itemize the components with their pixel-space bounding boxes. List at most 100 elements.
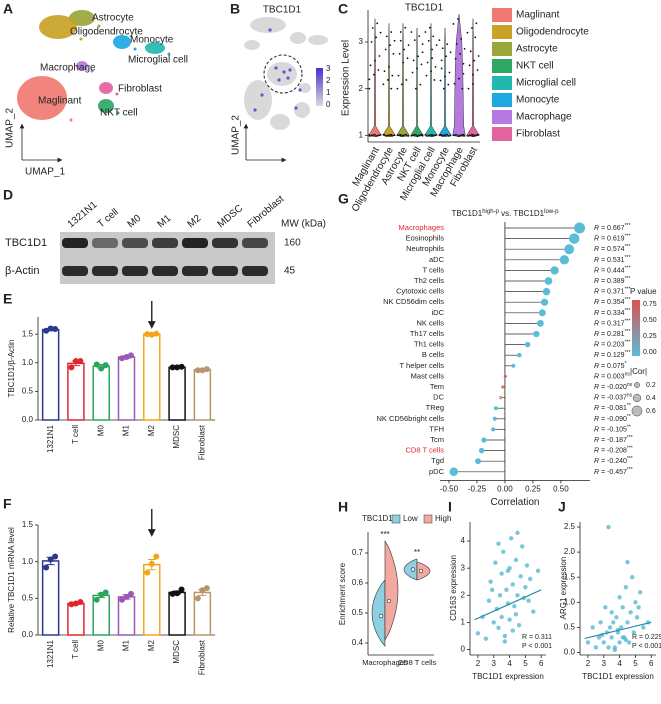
cell-dot: [374, 133, 376, 136]
legend-label: Monocyte: [516, 95, 560, 106]
cell-dot: [389, 44, 392, 47]
cell-dot: [370, 134, 373, 137]
signif: ***: [380, 530, 389, 539]
r-signif: ***: [625, 340, 631, 346]
r-value: 0.317: [607, 320, 625, 327]
y-tick-label: 0.4: [352, 638, 364, 647]
cell-dot: [463, 47, 466, 50]
point: [483, 636, 489, 641]
cell-dot: [452, 23, 455, 25]
cluster: [98, 99, 114, 113]
panel-letter: I: [448, 499, 452, 515]
mw-value: 45: [284, 266, 296, 277]
cell-dot: [448, 71, 451, 74]
r-prefix: R =: [594, 394, 607, 401]
mw-label: MW (kDa): [281, 219, 326, 230]
legend-label: Low: [403, 514, 418, 523]
cell-dot: [472, 133, 474, 136]
r-prefix: R =: [594, 331, 607, 338]
point: [178, 586, 185, 593]
point: [502, 633, 508, 639]
dot: [540, 298, 549, 306]
cluster: [145, 42, 165, 54]
point: [523, 584, 528, 590]
cell-dot: [407, 44, 410, 47]
r-label: R = 0.354***: [594, 298, 630, 307]
r-label: R = 0.203***: [594, 340, 630, 349]
cell-cloud: [290, 32, 306, 44]
category-label: NK CD56dim cells: [383, 297, 444, 306]
cell-dot: [390, 87, 393, 90]
point: [52, 553, 59, 560]
point: [169, 590, 176, 597]
point: [611, 620, 616, 625]
cell-dot: [368, 78, 371, 81]
cell-dot: [410, 31, 413, 33]
cell-dot: [407, 135, 410, 137]
dot: [491, 427, 496, 432]
r-prefix: R =: [594, 257, 607, 264]
point: [52, 326, 59, 333]
cell-dot: [427, 134, 430, 137]
y-tick-label: 2: [461, 590, 466, 599]
cell-dot: [457, 135, 459, 137]
x-tick-label: 3: [492, 659, 497, 668]
r-value: 0.667: [607, 225, 625, 232]
cell-dot: [386, 79, 389, 81]
cell-dot: [404, 26, 407, 29]
y-tick-label: 2: [359, 84, 364, 93]
point: [637, 590, 643, 595]
cell-dot: [461, 133, 464, 136]
point: [102, 362, 109, 369]
expr-dot: [298, 88, 302, 92]
r-value: 0.574: [607, 246, 625, 253]
category-label: Neutrophils: [406, 244, 444, 253]
r-prefix: R =: [594, 341, 607, 348]
point: [47, 556, 54, 563]
point: [626, 640, 632, 645]
point: [128, 590, 134, 597]
r-label: R = -0.081**: [594, 404, 631, 413]
cell-dot: [454, 133, 457, 136]
point: [77, 599, 84, 605]
point: [513, 612, 519, 617]
bar: [168, 366, 186, 421]
cell-cloud: [244, 80, 272, 120]
cell-dot: [455, 42, 458, 45]
cell-dot: [390, 133, 393, 136]
cell-dot: [421, 43, 424, 46]
cluster: [17, 76, 67, 120]
cell-dot: [440, 133, 443, 136]
band: [212, 238, 238, 248]
cell-dot: [440, 67, 443, 70]
point: [153, 330, 160, 337]
x-tick-label: M1: [122, 639, 131, 651]
panel-letter: J: [558, 499, 566, 515]
cell-dot: [430, 133, 432, 136]
cell-dot: [431, 48, 434, 51]
point: [585, 640, 591, 645]
point: [510, 628, 515, 633]
point: [617, 640, 622, 645]
cell-dot: [79, 37, 83, 41]
cell-dot: [370, 41, 373, 43]
point: [596, 635, 602, 640]
cell-dot: [460, 37, 463, 40]
r-value: 0.129: [607, 352, 625, 359]
point: [199, 367, 206, 374]
r-prefix: R =: [594, 447, 607, 454]
cell-dot: [420, 133, 423, 136]
point: [68, 364, 75, 371]
point: [598, 620, 603, 625]
point: [496, 541, 501, 546]
cell-dot: [413, 133, 416, 136]
point: [72, 600, 79, 607]
cell-dot: [416, 135, 418, 137]
r-value: -0.105: [607, 426, 627, 433]
cell-dot: [468, 64, 471, 67]
panel-title: TBC1D1: [405, 3, 444, 14]
point: [510, 582, 515, 587]
y-axis-label: Expression Level: [341, 40, 352, 116]
y-tick-label: 1.5: [564, 572, 576, 581]
cell-dot: [424, 133, 427, 136]
